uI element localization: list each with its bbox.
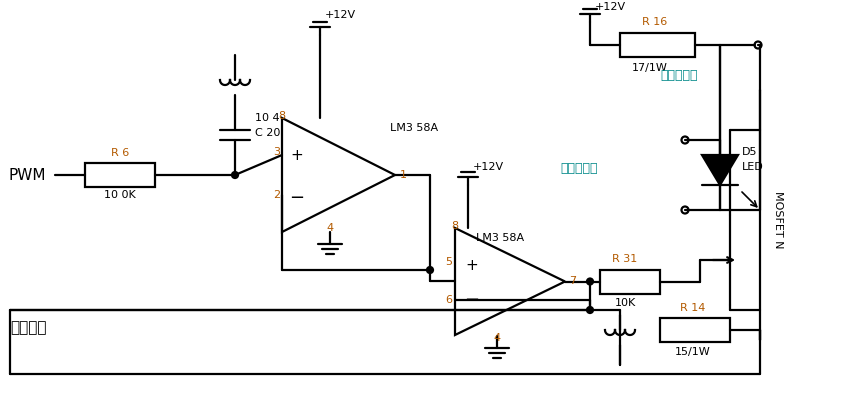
- Bar: [85, 163, 155, 187]
- Text: 5: 5: [445, 257, 452, 267]
- Text: 8: 8: [279, 111, 286, 121]
- Text: R 31: R 31: [612, 255, 637, 264]
- Text: +: +: [291, 147, 304, 162]
- Text: LM3 58A: LM3 58A: [476, 233, 524, 243]
- Circle shape: [587, 307, 593, 313]
- Text: 3: 3: [273, 147, 280, 157]
- Circle shape: [754, 41, 761, 48]
- Text: 10 0K: 10 0K: [104, 190, 136, 200]
- Text: 10 4: 10 4: [255, 113, 280, 123]
- Text: 反馈比例: 反馈比例: [10, 320, 46, 336]
- Circle shape: [681, 136, 689, 143]
- Text: +12V: +12V: [595, 2, 626, 12]
- Text: 10K: 10K: [614, 299, 636, 309]
- Text: 4: 4: [494, 333, 501, 343]
- Text: +: +: [465, 258, 478, 273]
- Text: −: −: [464, 291, 480, 309]
- Text: C 20: C 20: [255, 128, 280, 138]
- Text: D5: D5: [742, 147, 758, 157]
- Bar: [660, 318, 730, 342]
- Text: 电流测试点: 电流测试点: [660, 69, 697, 82]
- Text: +12V: +12V: [325, 10, 356, 20]
- Text: LM3 58A: LM3 58A: [390, 123, 438, 133]
- Text: R 14: R 14: [680, 303, 706, 313]
- Bar: [600, 269, 660, 294]
- Text: 2: 2: [273, 190, 280, 200]
- Text: 15/1W: 15/1W: [675, 347, 711, 357]
- Text: PWM: PWM: [8, 167, 46, 182]
- Circle shape: [681, 206, 689, 214]
- Polygon shape: [282, 118, 395, 232]
- Text: 4: 4: [327, 223, 334, 233]
- Text: +12V: +12V: [473, 162, 504, 172]
- Text: 8: 8: [452, 221, 458, 231]
- Polygon shape: [455, 228, 565, 335]
- Bar: [620, 33, 695, 57]
- Text: 1: 1: [400, 170, 407, 180]
- Circle shape: [427, 267, 433, 273]
- Text: MOSFET N: MOSFET N: [773, 191, 783, 249]
- Text: 电压测试点: 电压测试点: [560, 162, 598, 175]
- Circle shape: [587, 279, 593, 284]
- Text: R 6: R 6: [111, 148, 129, 158]
- Text: R 16: R 16: [642, 17, 667, 27]
- Text: −: −: [290, 189, 304, 207]
- Polygon shape: [702, 155, 738, 185]
- Circle shape: [232, 172, 238, 178]
- Text: 6: 6: [445, 295, 452, 305]
- Text: 7: 7: [569, 277, 576, 286]
- Text: LED: LED: [742, 162, 764, 172]
- Text: 17/1W: 17/1W: [632, 63, 668, 73]
